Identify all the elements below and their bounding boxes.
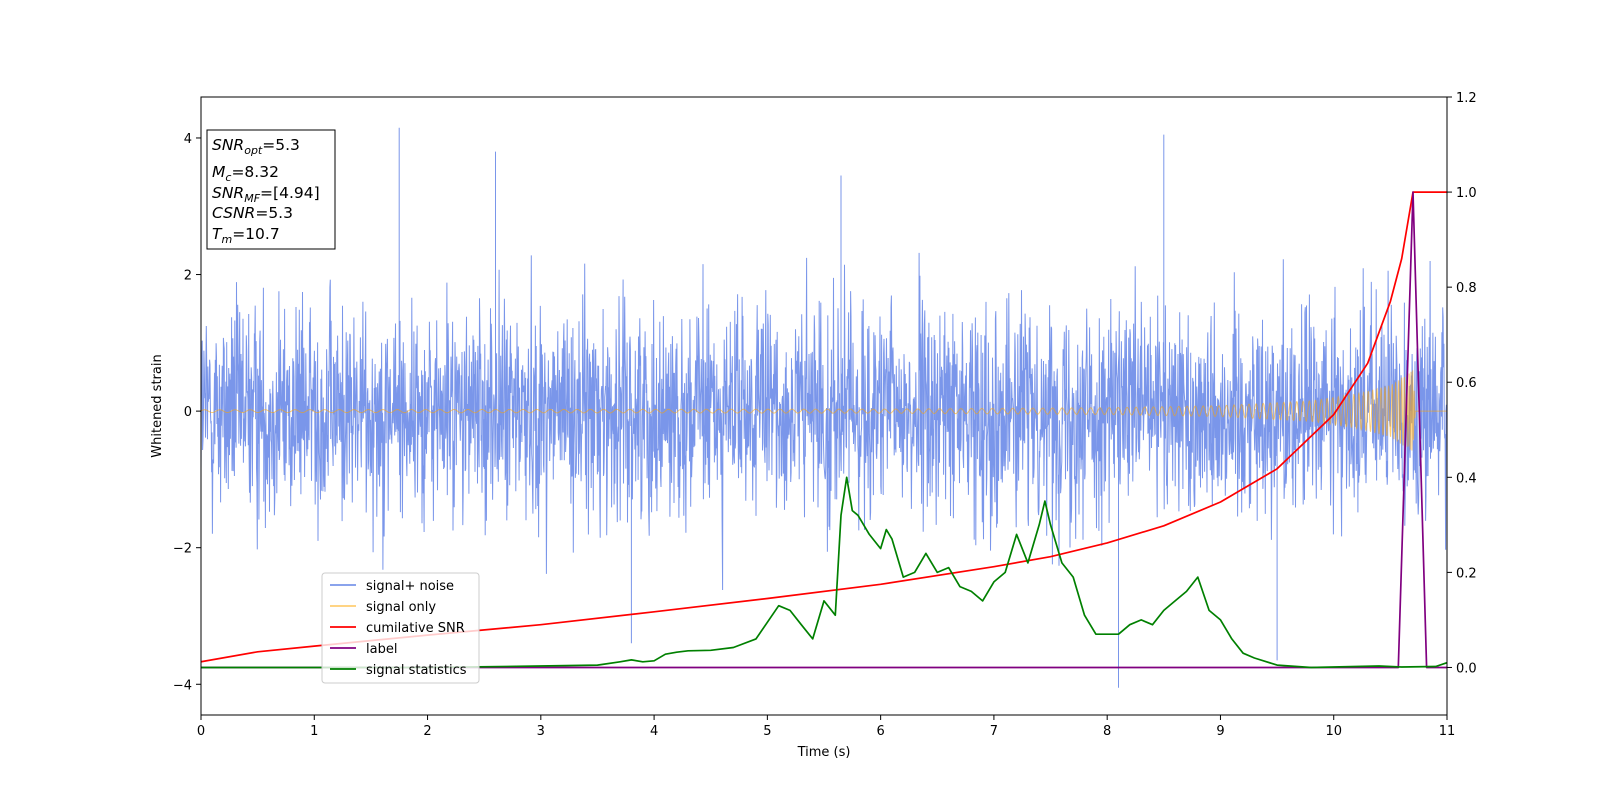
legend-label: signal only (366, 600, 436, 615)
y-axis-label-left: Whitened strain (150, 354, 165, 457)
x-tick-label: 4 (650, 724, 658, 739)
annotation-frame (206, 129, 336, 250)
y-tick-label-right: 1.0 (1456, 186, 1477, 201)
x-tick-label: 5 (763, 724, 771, 739)
y-tick-label-right: 0.0 (1456, 661, 1477, 676)
y-tick-label-right: 0.2 (1456, 566, 1477, 581)
y-tick-label-right: 1.2 (1456, 91, 1477, 106)
x-tick-label: 2 (423, 724, 431, 739)
y-tick-label-right: 0.4 (1456, 471, 1477, 486)
annotation-value: =8.32 (231, 163, 279, 181)
annotation-symbol: SNR (212, 136, 244, 154)
annotation-line: Mc=8.32 (212, 163, 279, 184)
y-tick-label-left: −2 (173, 542, 192, 557)
annotation-symbol: CSNR (212, 204, 255, 222)
axes: 0 1 2 3 4 5 6 7 8 9 10 11 −4 −2 0 2 4 0.0 0.2 0.4 0.6 0.8 1.0 1… (173, 91, 1477, 739)
annotation-subscript: MF (244, 192, 260, 205)
annotation-value: =[4.94] (260, 184, 320, 202)
x-tick-label: 11 (1439, 724, 1456, 739)
annotation-symbol: SNR (212, 184, 244, 202)
plot-frame (200, 96, 1448, 716)
annotation-value: =10.7 (232, 225, 280, 243)
legend: signal+ noise signal only cumilative SNR la… (321, 572, 480, 684)
x-tick-label: 10 (1325, 724, 1342, 739)
annotation-line: Tm=10.7 (212, 225, 280, 246)
legend-label: signal statistics (366, 663, 467, 678)
x-axis-label: Time (s) (797, 745, 851, 760)
y-tick-label-right: 0.6 (1456, 376, 1477, 391)
annotation-subscript: m (221, 233, 232, 246)
series-label (201, 191, 1447, 669)
annotation-value: =5.3 (255, 204, 293, 222)
annotation-line: CSNR=5.3 (212, 204, 293, 222)
annotation-line: SNRMF=[4.94] (212, 184, 320, 205)
y-tick-label-left: 0 (184, 405, 192, 420)
annotation-line: SNRopt=5.3 (212, 136, 300, 157)
x-tick-label: 7 (990, 724, 998, 739)
y-tick-label-left: 4 (184, 132, 192, 147)
y-tick-label-left: 2 (184, 269, 192, 284)
annotation-subscript: c (225, 171, 231, 184)
y-tick-label-left: −4 (173, 678, 192, 693)
series-signal-only (201, 370, 1447, 451)
x-tick-label: 9 (1216, 724, 1224, 739)
annotation-box: SNRopt=5.3Mc=8.32SNRMF=[4.94]CSNR=5.3Tm=… (206, 129, 336, 250)
x-tick-label: 0 (197, 724, 205, 739)
x-tick-label: 8 (1103, 724, 1111, 739)
annotation-symbol: M (212, 163, 225, 181)
legend-label: cumilative SNR (366, 621, 465, 636)
legend-label: signal+ noise (366, 579, 454, 594)
y-tick-label-right: 0.8 (1456, 281, 1477, 296)
annotation-symbol: T (212, 225, 223, 243)
annotation-subscript: opt (244, 144, 263, 157)
x-tick-label: 1 (310, 724, 318, 739)
legend-frame (321, 572, 480, 684)
x-tick-label: 3 (537, 724, 545, 739)
x-tick-label: 6 (876, 724, 884, 739)
plot-area (201, 127, 1447, 688)
series-signal-statistics (201, 476, 1447, 669)
annotation-value: =5.3 (262, 136, 300, 154)
series-signal-noise (201, 127, 1447, 688)
legend-label: label (366, 642, 397, 657)
